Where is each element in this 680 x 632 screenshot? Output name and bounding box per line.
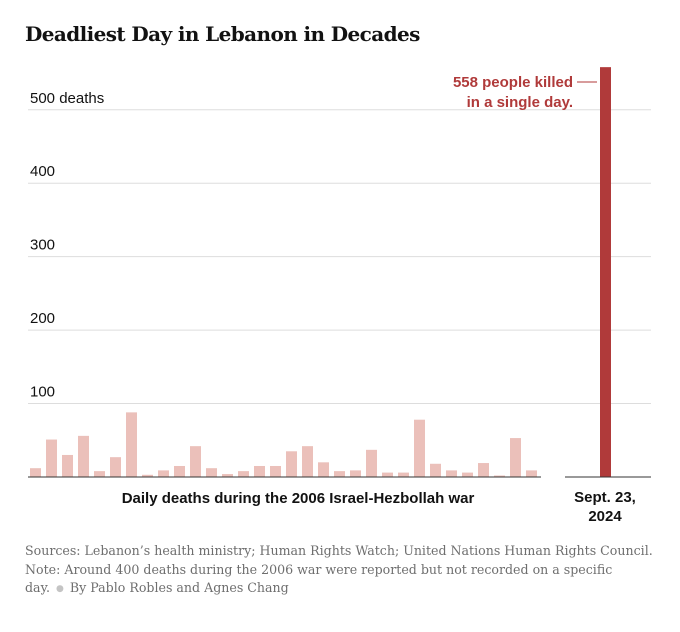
x-axis-label-recent-line2: 2024 — [588, 508, 622, 525]
gridlines — [28, 109, 651, 405]
y-tick-label: 300 — [30, 237, 55, 254]
bar-war-day — [174, 465, 185, 477]
chart-notes: Sources: Lebanon’s health ministry; Huma… — [25, 542, 665, 599]
bar-war-day — [62, 454, 73, 477]
war-bars — [30, 412, 537, 477]
bar-war-day — [350, 470, 361, 477]
x-axis-label-recent-line1: Sept. 23, — [574, 489, 636, 506]
bar-sept-23-2024 — [600, 67, 611, 478]
bar-war-day — [126, 412, 137, 477]
bar-war-day — [462, 472, 473, 477]
y-tick-label: 100 — [30, 384, 55, 401]
bar-war-day — [142, 474, 153, 477]
byline-text: By Pablo Robles and Agnes Chang — [69, 580, 289, 595]
annotation-line2: in a single day. — [467, 94, 573, 111]
note-text: Note: Around 400 deaths during the 2006 … — [25, 561, 613, 596]
bar-war-day — [510, 438, 521, 477]
bar-war-day — [94, 471, 105, 477]
sources-text: Sources: Lebanon’s health ministry; Huma… — [25, 543, 653, 558]
bar-war-day — [366, 449, 377, 477]
recent-bars — [600, 67, 611, 478]
bar-war-day — [110, 457, 121, 477]
chart-title: Deadliest Day in Lebanon in Decades — [25, 22, 420, 46]
y-tick-label: 400 — [30, 163, 55, 180]
bar-war-day — [398, 472, 409, 477]
bar-war-day — [382, 472, 393, 477]
y-tick-label: 200 — [30, 310, 55, 327]
bar-war-day — [254, 465, 265, 477]
x-axis-label-war: Daily deaths during the 2006 Israel-Hezb… — [122, 490, 475, 507]
bar-war-day — [190, 446, 201, 477]
bar-war-day — [286, 451, 297, 477]
bar-war-day — [270, 465, 281, 477]
bar-war-day — [494, 475, 505, 477]
bar-war-day — [158, 470, 169, 477]
bar-war-day — [302, 446, 313, 477]
bar-war-day — [222, 474, 233, 477]
bar-war-day — [46, 439, 57, 477]
bar-war-day — [30, 468, 41, 477]
bar-war-day — [238, 471, 249, 477]
bar-war-day — [206, 468, 217, 477]
separator-dot: ● — [56, 584, 64, 594]
bar-war-day — [414, 419, 425, 477]
bar-war-day — [430, 463, 441, 477]
bar-war-day — [446, 470, 457, 477]
bar-war-day — [478, 463, 489, 477]
annotation-line1: 558 people killed — [453, 74, 573, 91]
bar-chart: 100 200 300 400 500 deaths Daily deaths duri… — [28, 67, 651, 525]
y-axis-ticks: 100 200 300 400 500 deaths — [30, 90, 104, 401]
bar-war-day — [318, 462, 329, 477]
y-tick-label: 500 deaths — [30, 90, 104, 107]
bar-war-day — [334, 471, 345, 477]
bar-war-day — [526, 470, 537, 477]
bar-war-day — [78, 435, 89, 477]
